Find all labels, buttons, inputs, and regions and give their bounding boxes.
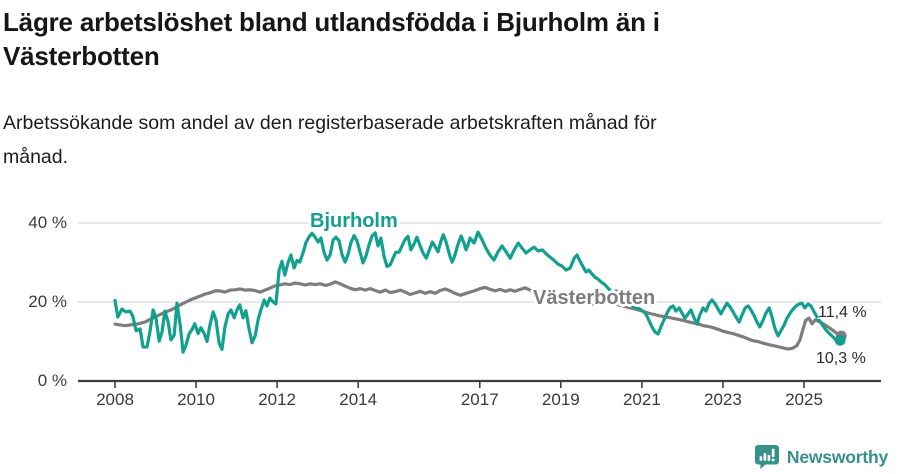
series-end-dot-bjurholm — [834, 334, 846, 346]
series-line-bjurholm — [113, 230, 842, 354]
chart-subtitle: Arbetssökande som andel av den registerb… — [3, 106, 863, 174]
chart-subtitle-line-2: månad. — [3, 146, 69, 168]
page-title-line-2: Västerbotten — [3, 41, 160, 71]
brand-footer: Newsworthy — [754, 444, 888, 470]
brand-name: Newsworthy — [786, 446, 888, 467]
page-title: Lägre arbetslöshet bland utlandsfödda i … — [3, 5, 863, 73]
newsworthy-logo-icon — [754, 445, 779, 470]
series-line-vasterbotten — [113, 280, 843, 351]
page-title-line-1: Lägre arbetslöshet bland utlandsfödda i … — [3, 7, 660, 37]
chart-subtitle-line-1: Arbetssökande som andel av den registerb… — [3, 112, 657, 134]
